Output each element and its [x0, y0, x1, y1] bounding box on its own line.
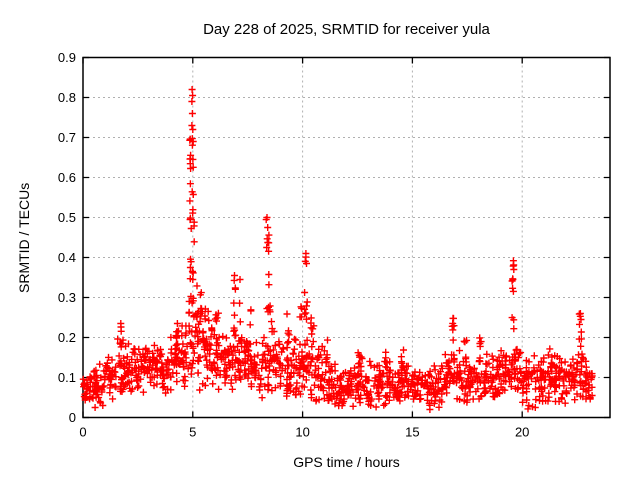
plot-border	[82, 56, 611, 419]
y-tick-label: 0.7	[58, 130, 76, 145]
x-tick-label: 0	[79, 425, 86, 440]
y-tick-label: 0.6	[58, 170, 76, 185]
x-tick-label: 10	[295, 425, 309, 440]
y-tick-label: 0.3	[58, 290, 76, 305]
y-tick-label: 0	[69, 410, 76, 425]
chart-title: Day 228 of 2025, SRMTID for receiver yul…	[203, 21, 490, 38]
y-tick-label: 0.4	[58, 250, 76, 265]
x-axis-label: GPS time / hours	[293, 454, 400, 470]
x-tick-label: 5	[189, 425, 196, 440]
y-tick-label: 0.2	[58, 330, 76, 345]
grid-lines	[83, 57, 610, 418]
x-tick-label: 15	[405, 425, 419, 440]
scatter-points	[79, 86, 596, 413]
x-tick-label: 20	[515, 425, 529, 440]
y-tick-label: 0.9	[58, 50, 76, 65]
y-tick-label: 0.8	[58, 90, 76, 105]
y-tick-label: 0.1	[58, 370, 76, 385]
y-tick-label: 0.5	[58, 210, 76, 225]
